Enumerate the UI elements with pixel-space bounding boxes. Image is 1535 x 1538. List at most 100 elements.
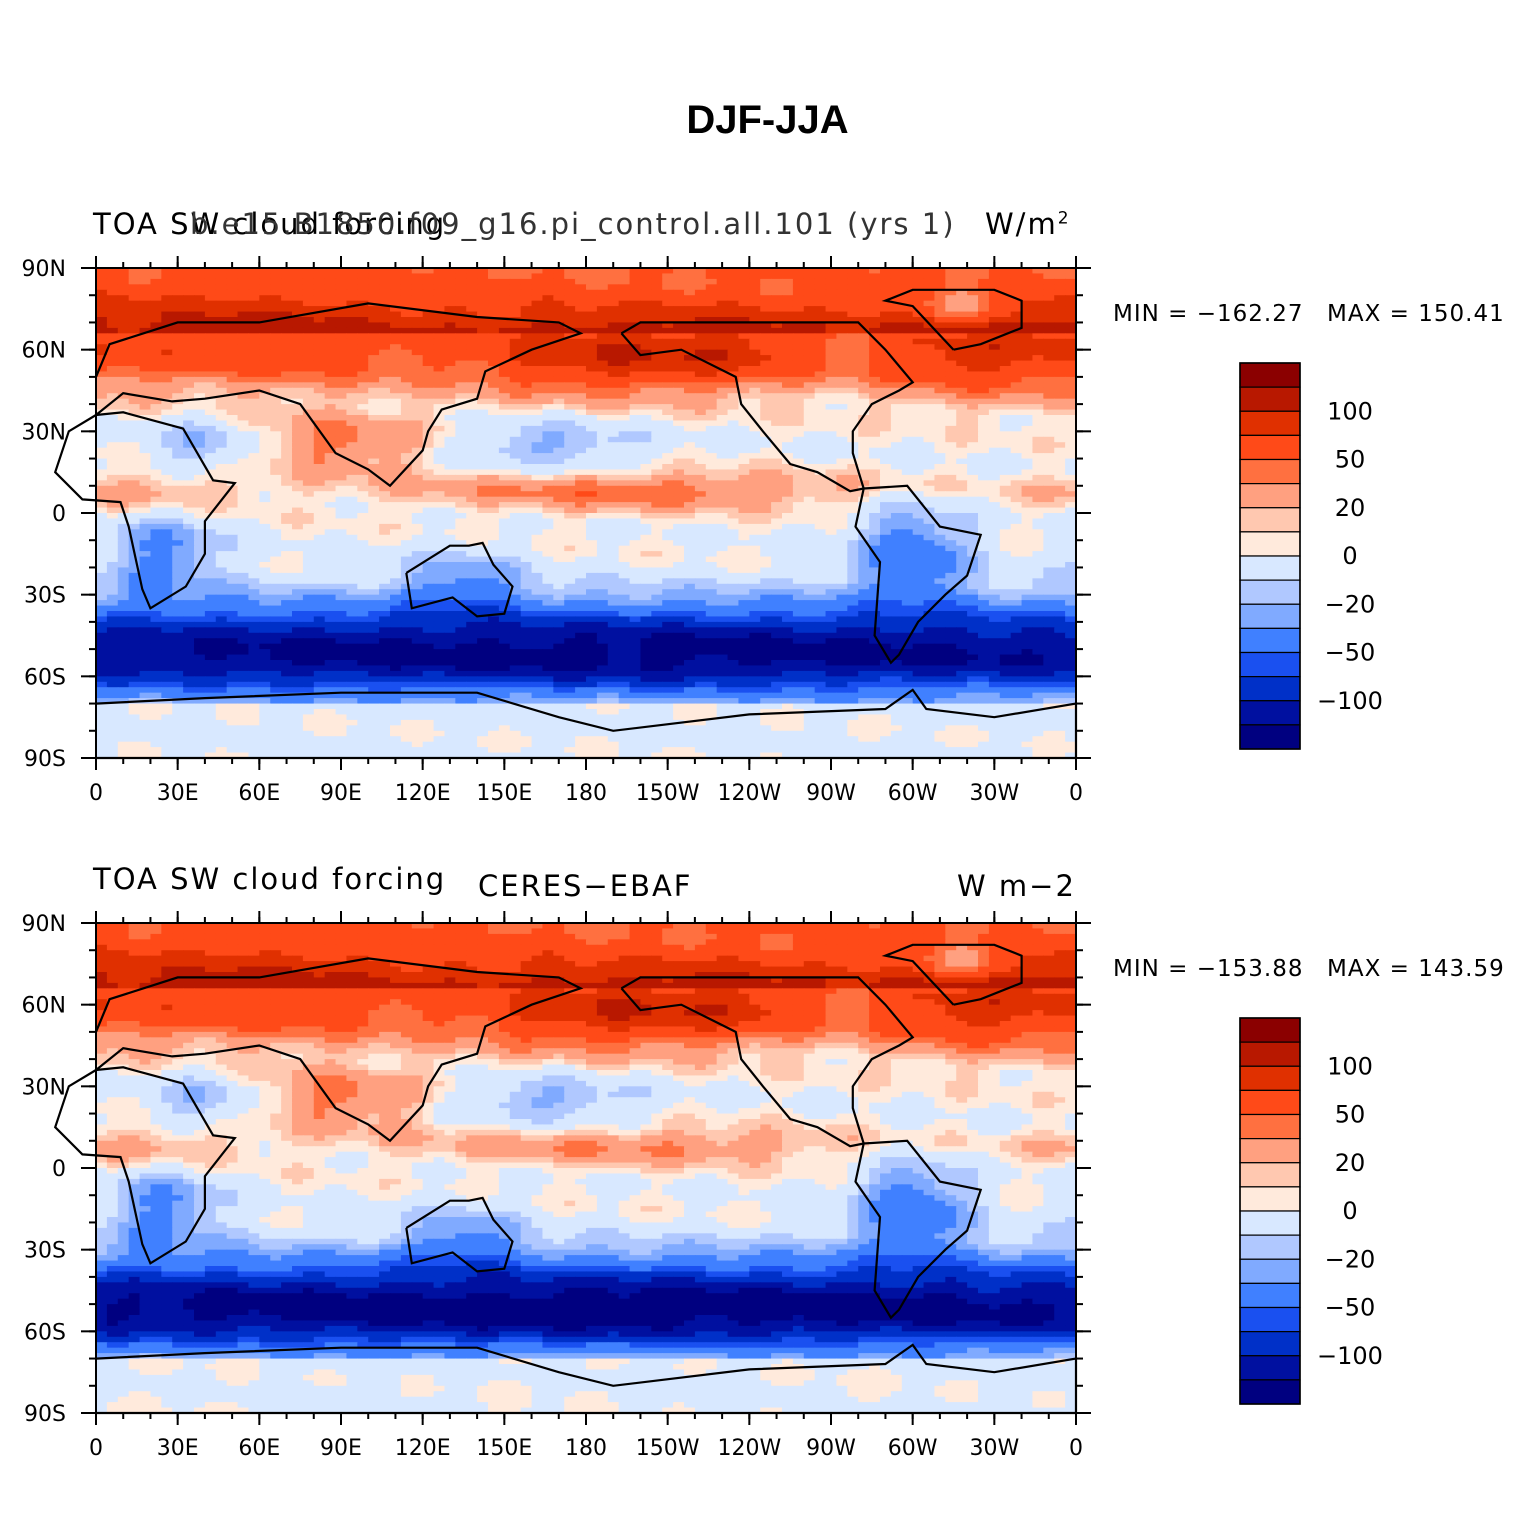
field-cell — [716, 311, 729, 318]
field-cell — [553, 284, 565, 291]
field-cell — [651, 513, 663, 520]
field-cell — [498, 447, 511, 454]
field-cell — [292, 540, 304, 547]
field-cell — [379, 436, 391, 443]
field-cell — [248, 545, 260, 552]
field-cell — [662, 317, 674, 324]
field-cell — [194, 278, 206, 285]
field-cell — [803, 491, 816, 498]
field-cell — [814, 355, 827, 362]
field-cell — [477, 404, 489, 411]
field-cell — [215, 284, 228, 291]
field-cell — [433, 556, 446, 563]
field-cell — [488, 360, 500, 367]
field-cell — [673, 404, 685, 411]
field-cell — [727, 485, 740, 492]
field-cell — [1054, 295, 1066, 302]
field-cell — [520, 284, 533, 291]
field-cell — [520, 474, 533, 481]
field-cell — [890, 529, 903, 536]
field-cell — [172, 300, 184, 307]
field-cell — [150, 469, 162, 476]
field-cell — [281, 311, 293, 318]
field-cell — [869, 507, 881, 514]
field-cell — [684, 529, 696, 536]
field-cell — [705, 551, 718, 558]
field-cell — [1010, 273, 1023, 280]
field-cell — [1065, 474, 1077, 481]
field-cell — [106, 268, 119, 275]
field-cell — [618, 425, 631, 432]
field-cell — [934, 311, 946, 318]
field-cell — [1010, 513, 1023, 520]
field-cell — [792, 278, 805, 285]
field-cell — [1054, 523, 1066, 530]
field-cell — [390, 496, 402, 503]
field-cell — [455, 529, 467, 536]
field-cell — [1032, 376, 1044, 383]
field-cell — [749, 311, 761, 318]
field-cell — [139, 513, 152, 520]
field-cell — [618, 349, 631, 356]
field-cell — [564, 382, 576, 389]
field-cell — [967, 371, 979, 378]
field-cell — [411, 317, 424, 324]
field-cell — [455, 317, 467, 324]
field-cell — [509, 366, 522, 373]
field-cell — [694, 366, 707, 373]
field-cell — [978, 415, 990, 422]
field-cell — [673, 523, 685, 530]
field-cell — [607, 327, 620, 334]
field-cell — [106, 502, 119, 509]
field-cell — [281, 273, 293, 280]
field-cell — [139, 474, 152, 481]
field-cell — [586, 529, 598, 536]
field-cell — [978, 518, 990, 525]
field-cell — [324, 513, 337, 520]
field-cell — [313, 273, 326, 280]
field-cell — [270, 273, 282, 280]
field-cell — [161, 409, 173, 416]
field-cell — [194, 382, 206, 389]
field-cell — [803, 289, 816, 296]
field-cell — [999, 409, 1012, 416]
field-cell — [324, 289, 337, 296]
field-cell — [880, 545, 892, 552]
field-cell — [651, 404, 663, 411]
field-cell — [172, 540, 184, 547]
field-cell — [444, 436, 456, 443]
field-cell — [488, 513, 500, 520]
field-cell — [880, 333, 892, 340]
field-cell — [564, 355, 576, 362]
field-cell — [542, 491, 554, 498]
field-cell — [204, 529, 217, 536]
field-cell — [651, 376, 663, 383]
field-cell — [575, 382, 587, 389]
field-cell — [1032, 387, 1044, 394]
field-cell — [792, 496, 805, 503]
field-cell — [880, 474, 892, 481]
field-cell — [684, 425, 696, 432]
field-cell — [880, 523, 892, 530]
field-cell — [792, 562, 805, 569]
field-cell — [738, 387, 750, 394]
field-cell — [1043, 409, 1055, 416]
field-cell — [607, 393, 620, 400]
field-cell — [172, 344, 184, 351]
field-cell — [694, 534, 707, 541]
field-cell — [455, 273, 467, 280]
field-cell — [183, 447, 195, 454]
field-cell — [357, 273, 369, 280]
field-cell — [161, 311, 173, 318]
field-cell — [1010, 431, 1023, 438]
field-cell — [1010, 360, 1023, 367]
field-cell — [1021, 317, 1034, 324]
field-cell — [270, 507, 282, 514]
field-cell — [967, 545, 979, 552]
field-cell — [477, 398, 489, 405]
field-cell — [488, 300, 500, 307]
field-cell — [727, 344, 740, 351]
field-cell — [575, 436, 587, 443]
field-cell — [172, 278, 184, 285]
field-cell — [771, 300, 783, 307]
